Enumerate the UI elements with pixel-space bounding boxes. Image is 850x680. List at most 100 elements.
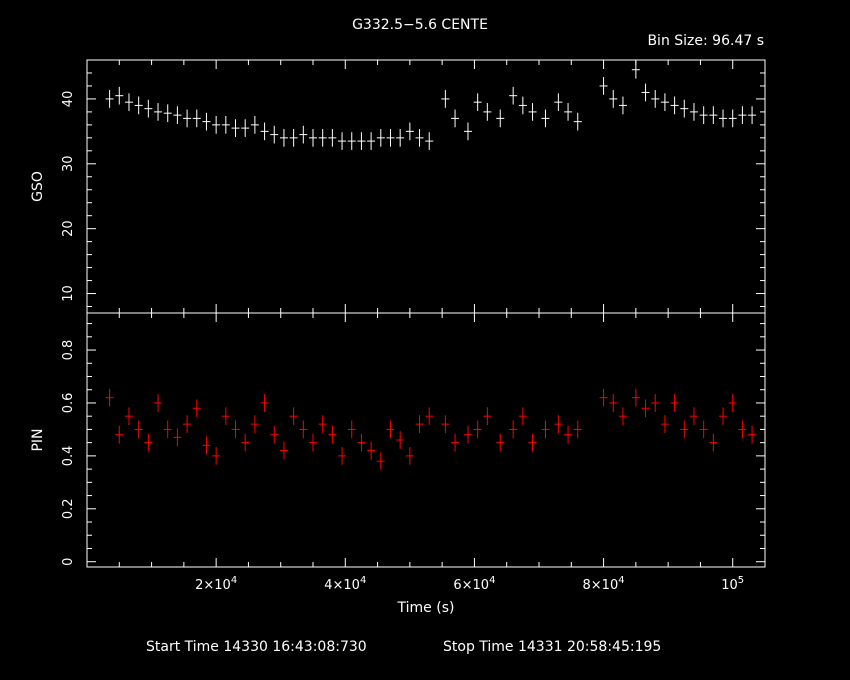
pin-data-point bbox=[202, 436, 211, 455]
gso-data-point bbox=[405, 122, 414, 141]
pin-data-point bbox=[680, 420, 689, 439]
gso-ytick-label: 40 bbox=[61, 91, 76, 108]
gso-data-point bbox=[144, 99, 153, 118]
pin-data-point bbox=[173, 428, 182, 447]
gso-data-point bbox=[163, 104, 172, 123]
pin-data-point bbox=[192, 399, 201, 418]
gso-data-point bbox=[396, 128, 405, 147]
gso-data-point bbox=[105, 90, 114, 108]
pin-data-point bbox=[134, 420, 143, 439]
gso-data-point bbox=[573, 112, 582, 131]
pin-data-point bbox=[386, 420, 395, 439]
gso-data-point bbox=[564, 103, 573, 121]
gso-data-point bbox=[299, 125, 308, 144]
pin-data-point bbox=[338, 446, 347, 465]
pin-frame bbox=[86, 312, 766, 568]
gso-data-point bbox=[425, 132, 434, 150]
pin-data-point bbox=[154, 394, 163, 412]
pin-data-point bbox=[631, 388, 640, 407]
gso-data-point bbox=[441, 90, 450, 108]
pin-data-point bbox=[528, 433, 537, 452]
pin-data-point bbox=[573, 420, 582, 439]
gso-data-point bbox=[115, 86, 124, 105]
pin-data-point bbox=[183, 415, 192, 434]
gso-data-point bbox=[660, 93, 669, 112]
pin-data-point bbox=[473, 420, 482, 439]
gso-data-point bbox=[309, 128, 317, 147]
pin-data-point bbox=[564, 425, 573, 444]
pin-data-point bbox=[463, 425, 472, 444]
pin-data-point bbox=[451, 433, 460, 452]
gso-data-point bbox=[192, 109, 201, 128]
pin-data-point bbox=[670, 394, 679, 412]
pin-data-point bbox=[699, 420, 708, 439]
gso-data-point bbox=[528, 103, 537, 121]
gso-data-point bbox=[173, 106, 182, 124]
pin-data-point bbox=[270, 425, 279, 444]
pin-data-point bbox=[599, 388, 608, 407]
gso-data-point bbox=[554, 93, 563, 112]
pin-data-point bbox=[748, 425, 757, 444]
pin-data-point bbox=[641, 399, 650, 418]
pin-data-point bbox=[689, 407, 698, 426]
gso-data-point bbox=[641, 83, 650, 102]
gso-data-point bbox=[689, 103, 698, 121]
pin-data-point bbox=[496, 433, 505, 452]
pin-ytick-label: 0.6 bbox=[61, 393, 76, 414]
gso-data-point bbox=[463, 122, 472, 141]
pin-data-point bbox=[728, 394, 737, 412]
gso-ytick-label: 10 bbox=[61, 285, 76, 302]
pin-data-point bbox=[260, 394, 269, 412]
pin-data-point bbox=[105, 388, 114, 407]
gso-data-point bbox=[728, 109, 737, 128]
gso-y-axis-label: GSO bbox=[30, 171, 46, 202]
gso-panel: 10 20 30 40 GSO bbox=[30, 59, 766, 314]
x-tick-label: 8×104 bbox=[583, 575, 625, 593]
pin-data-point bbox=[289, 407, 298, 426]
gso-data-point bbox=[328, 128, 337, 147]
pin-data-point bbox=[415, 415, 424, 434]
bin-size-label: Bin Size: 96.47 s bbox=[647, 33, 764, 49]
pin-ytick-label: 0.2 bbox=[61, 498, 76, 519]
gso-data-point bbox=[541, 109, 550, 128]
pin-data-point bbox=[425, 407, 434, 426]
gso-data-point bbox=[338, 132, 347, 150]
gso-data-point bbox=[183, 109, 192, 128]
gso-data-point bbox=[719, 109, 728, 128]
gso-data-point bbox=[357, 132, 366, 150]
pin-data-point bbox=[144, 433, 153, 452]
gso-data-point bbox=[318, 128, 327, 147]
gso-data-point bbox=[483, 103, 492, 121]
pin-data-point bbox=[115, 425, 124, 444]
gso-data-point bbox=[699, 106, 708, 124]
pin-data-point bbox=[441, 415, 450, 434]
gso-data-point bbox=[221, 116, 230, 134]
x-tick-label: 6×104 bbox=[453, 575, 495, 593]
pin-data-point bbox=[241, 433, 250, 452]
pin-y-axis-label: PIN bbox=[30, 428, 46, 451]
gso-data-point bbox=[260, 122, 269, 141]
gso-data-point bbox=[680, 99, 689, 118]
gso-data-point bbox=[709, 106, 718, 124]
gso-ytick-label: 30 bbox=[61, 156, 76, 173]
pin-ytick-label: 0.8 bbox=[61, 340, 76, 361]
pin-panel: 0 0.2 0.4 0.6 0.8 PIN 2×104 4×104 6×104 8×104 105 bbox=[30, 312, 766, 593]
pin-data-point bbox=[347, 420, 356, 439]
gso-data-point bbox=[518, 96, 527, 115]
x-tick-label: 105 bbox=[721, 575, 744, 593]
gso-data-point bbox=[270, 125, 279, 144]
pin-data-point bbox=[124, 407, 133, 426]
gso-data-point bbox=[509, 86, 518, 105]
pin-ytick-label: 0 bbox=[61, 558, 76, 566]
gso-data-point bbox=[289, 128, 298, 147]
gso-data-point bbox=[670, 96, 679, 115]
pin-data-point bbox=[709, 433, 718, 452]
gso-data-point bbox=[376, 128, 385, 147]
pin-ytick-label: 0.4 bbox=[61, 446, 76, 467]
pin-data-point bbox=[328, 425, 337, 444]
pin-data-point bbox=[509, 420, 518, 439]
gso-data-point bbox=[599, 77, 608, 95]
pin-data-point bbox=[299, 420, 308, 439]
pin-data-point bbox=[651, 394, 660, 412]
